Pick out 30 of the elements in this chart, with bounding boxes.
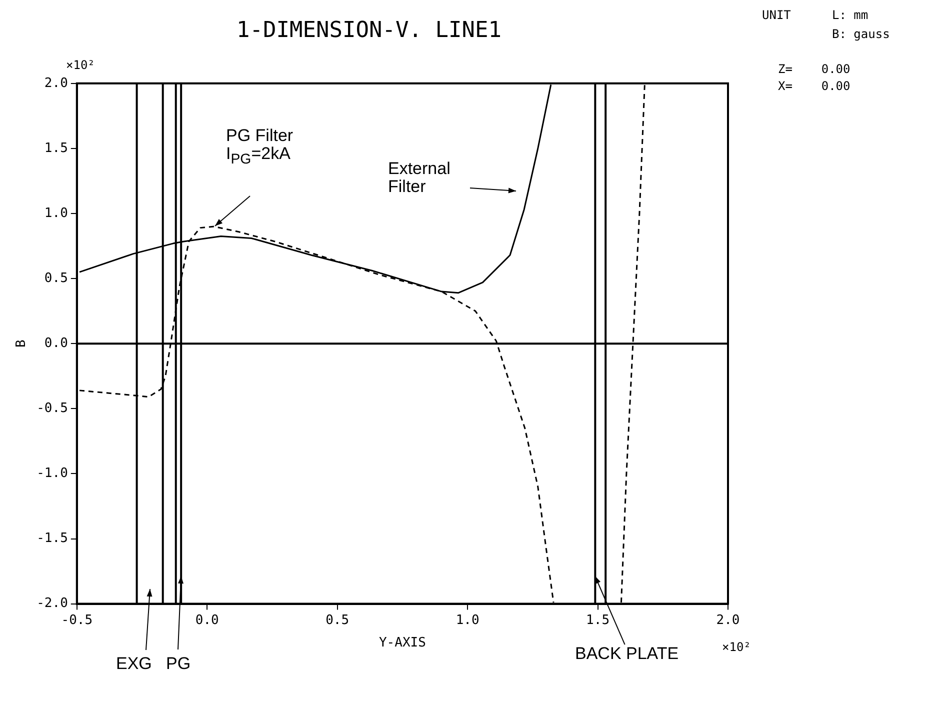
text: Z= 0.00 [778,62,850,76]
x-tick-label: -0.5 [61,612,93,628]
text: X= 0.00 [778,79,850,93]
text: B: gauss [832,27,890,41]
x-axis-title: Y-AXIS [378,636,426,651]
y-tick-label: 1.0 [44,206,68,221]
annotation: PG [166,654,191,673]
y-tick-label: 2.0 [44,76,68,91]
y-tick-label: 0.5 [44,270,68,286]
text: ×10² [66,58,95,72]
y-tick-label: 1.5 [44,140,68,156]
x-tick-label: 0.5 [326,612,350,628]
y-tick-label: -1.5 [36,531,68,546]
y-tick-label: -1.0 [36,466,68,482]
annotation: PG Filter I$_{PG}$=2kA [226,126,294,168]
y-tick-label: -0.5 [36,401,68,416]
annotation: External Filter [388,159,450,196]
x-tick-label: 1.5 [586,612,610,628]
annotation: BACK PLATE [575,644,679,663]
text: EXG [116,654,152,673]
y-axis-title: B [14,340,30,348]
y-tick-label: -2.0 [36,596,68,612]
text: ×10² [722,640,751,654]
x-tick-label: 2.0 [716,612,740,628]
text: UNIT [762,8,791,22]
x-tick-label: 0.0 [195,612,219,628]
text: L: mm [832,8,868,22]
x-tick-label: 1.0 [456,612,480,628]
chart-title: 1-DIMENSION-V. LINE1 [236,18,502,43]
y-tick-label: 0.0 [44,336,68,351]
